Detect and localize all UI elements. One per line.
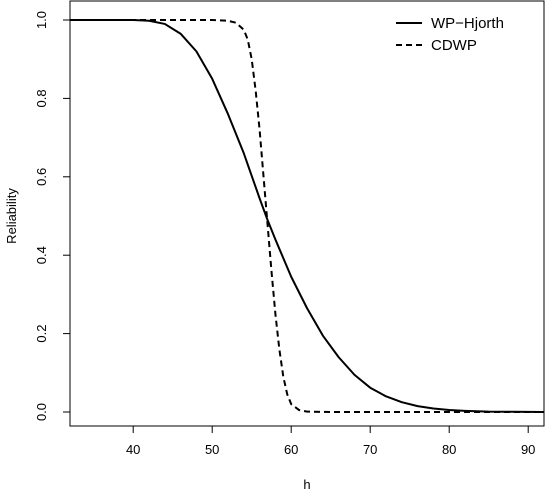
y-tick-label: 0.2	[34, 325, 49, 343]
x-tick-label: 90	[521, 442, 535, 457]
y-tick-label: 1.0	[34, 11, 49, 29]
x-tick-label: 60	[284, 442, 298, 457]
x-axis: 40 50 60 70 80 90	[126, 426, 535, 457]
legend: WP−Hjorth CDWP	[396, 15, 504, 54]
y-tick-label: 0.8	[34, 89, 49, 107]
x-axis-label: h	[303, 477, 310, 492]
x-tick-label: 40	[126, 442, 140, 457]
legend-label: WP−Hjorth	[431, 15, 504, 32]
series-layer	[70, 19, 545, 413]
y-axis-label: Reliability	[4, 188, 19, 244]
legend-label: CDWP	[431, 37, 477, 54]
plot-frame	[69, 0, 545, 427]
y-axis: 0.0 0.2 0.4 0.6 0.8 1.0	[34, 11, 70, 421]
y-tick-label: 0.4	[34, 246, 49, 264]
x-tick-label: 70	[363, 442, 377, 457]
x-tick-label: 50	[205, 442, 219, 457]
y-tick-label: 0.0	[34, 403, 49, 421]
series-line-wp-hjorth	[70, 19, 545, 413]
y-tick-label: 0.6	[34, 168, 49, 186]
series-line-cdwp	[70, 19, 544, 413]
x-tick-label: 80	[442, 442, 456, 457]
